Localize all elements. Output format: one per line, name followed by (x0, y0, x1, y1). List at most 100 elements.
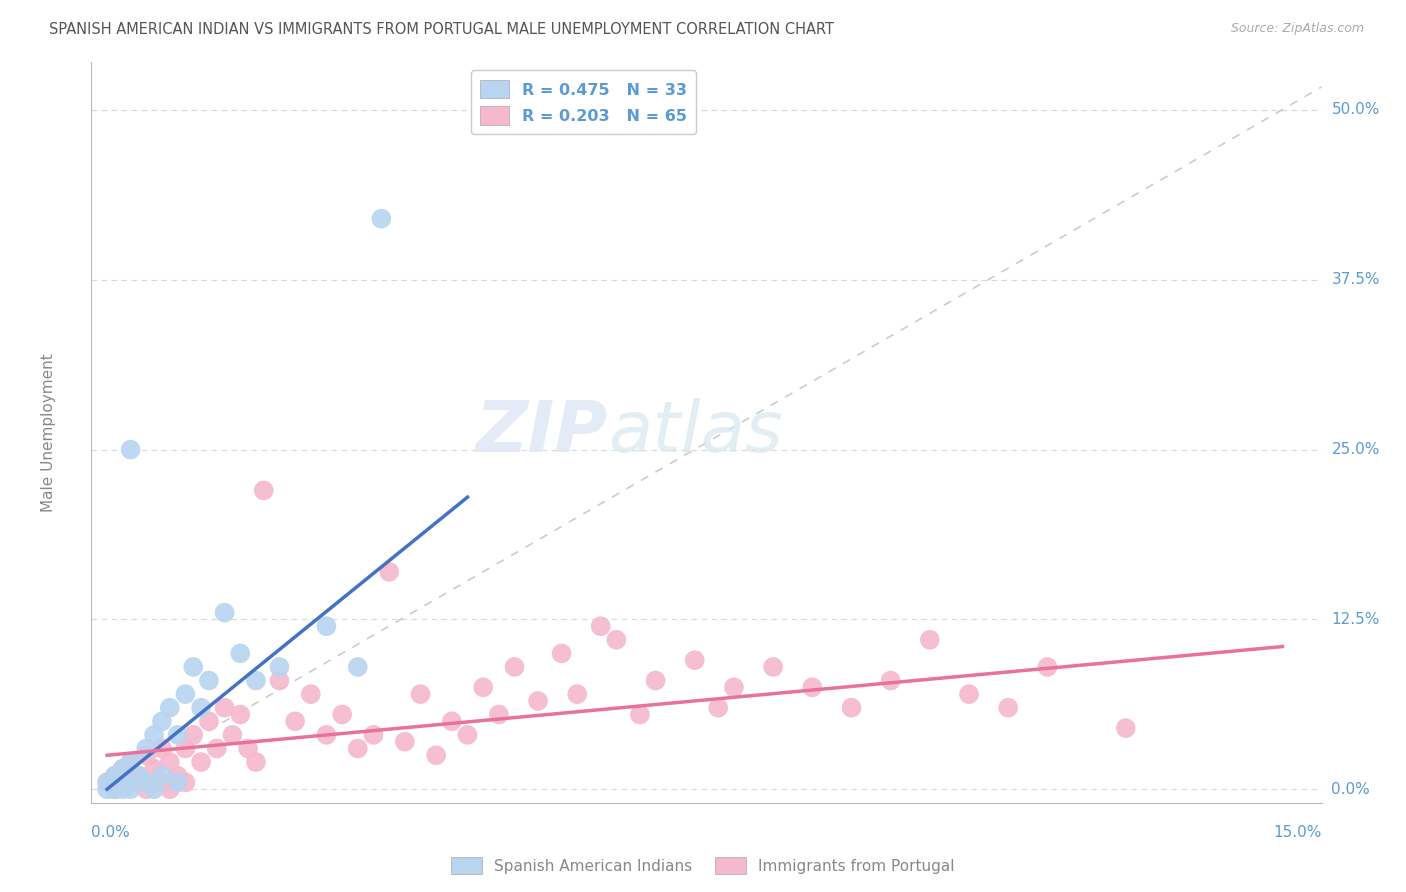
Point (104, 782, 127, 797)
Point (166, 769, 188, 783)
Point (409, 687, 432, 701)
Point (269, 673, 291, 688)
Point (214, 606, 236, 620)
Point (425, 748, 447, 763)
Point (143, 728, 166, 742)
Point (269, 660, 291, 674)
Point (111, 782, 134, 797)
Point (589, 619, 612, 633)
Point (762, 660, 785, 674)
Text: 50.0%: 50.0% (1331, 103, 1379, 118)
Point (315, 728, 337, 742)
Text: ZIP: ZIP (475, 398, 607, 467)
Point (174, 775, 197, 789)
Point (253, 483, 276, 498)
Point (236, 741, 259, 756)
Point (150, 775, 173, 789)
Point (363, 728, 385, 742)
Point (378, 565, 401, 579)
Text: 25.0%: 25.0% (1331, 442, 1379, 457)
Point (605, 632, 627, 647)
Point (104, 782, 127, 797)
Point (229, 646, 252, 660)
Point (918, 632, 941, 647)
Point (174, 741, 197, 756)
Point (111, 775, 134, 789)
Point (346, 741, 368, 756)
Point (707, 700, 730, 714)
Point (488, 707, 510, 722)
Point (104, 769, 127, 783)
Point (127, 769, 149, 783)
Point (111, 762, 134, 776)
Point (567, 687, 589, 701)
Point (628, 707, 651, 722)
Point (159, 700, 181, 714)
Point (841, 700, 863, 714)
Point (135, 782, 157, 797)
Point (127, 775, 149, 789)
Point (159, 755, 181, 769)
Point (801, 681, 824, 695)
Text: 0.0%: 0.0% (91, 825, 131, 840)
Point (198, 714, 221, 729)
Point (284, 714, 307, 729)
Point (143, 782, 166, 797)
Point (159, 782, 181, 797)
Point (1115, 721, 1137, 735)
Point (104, 782, 127, 797)
Point (879, 673, 901, 688)
Point (135, 775, 157, 789)
Point (143, 762, 166, 776)
Point (135, 741, 157, 756)
Point (394, 734, 416, 748)
Point (683, 653, 706, 667)
Point (198, 673, 221, 688)
Point (190, 700, 212, 714)
Point (330, 707, 353, 722)
Point (214, 700, 236, 714)
Point (457, 728, 479, 742)
Point (135, 748, 157, 763)
Point (644, 673, 666, 688)
Point (245, 673, 267, 688)
Point (1036, 660, 1059, 674)
Text: atlas: atlas (607, 398, 783, 467)
Point (346, 660, 368, 674)
Legend: Spanish American Indians, Immigrants from Portugal: Spanish American Indians, Immigrants fro… (446, 851, 960, 880)
Point (127, 769, 149, 783)
Text: 15.0%: 15.0% (1274, 825, 1322, 840)
Point (229, 707, 252, 722)
Point (120, 782, 142, 797)
Point (150, 714, 173, 729)
Point (150, 741, 173, 756)
Point (440, 714, 463, 729)
Point (166, 728, 188, 742)
Point (503, 660, 526, 674)
Point (120, 755, 142, 769)
Point (96, 775, 118, 789)
Point (174, 687, 197, 701)
Text: SPANISH AMERICAN INDIAN VS IMMIGRANTS FROM PORTUGAL MALE UNEMPLOYMENT CORRELATIO: SPANISH AMERICAN INDIAN VS IMMIGRANTS FR… (49, 22, 834, 37)
Point (111, 775, 134, 789)
Point (190, 755, 212, 769)
Point (143, 775, 166, 789)
Point (527, 694, 550, 708)
Point (221, 728, 243, 742)
Point (957, 687, 980, 701)
Point (205, 741, 228, 756)
Point (96, 775, 118, 789)
Point (550, 646, 572, 660)
Point (299, 687, 322, 701)
Text: 37.5%: 37.5% (1331, 272, 1379, 287)
Point (472, 681, 495, 695)
Point (111, 762, 134, 776)
Point (723, 681, 745, 695)
Text: Male Unemployment: Male Unemployment (41, 353, 56, 512)
Text: 12.5%: 12.5% (1331, 612, 1379, 627)
Text: 0.0%: 0.0% (1331, 781, 1371, 797)
Point (104, 775, 127, 789)
Point (120, 775, 142, 789)
Point (370, 211, 392, 226)
Point (150, 769, 173, 783)
